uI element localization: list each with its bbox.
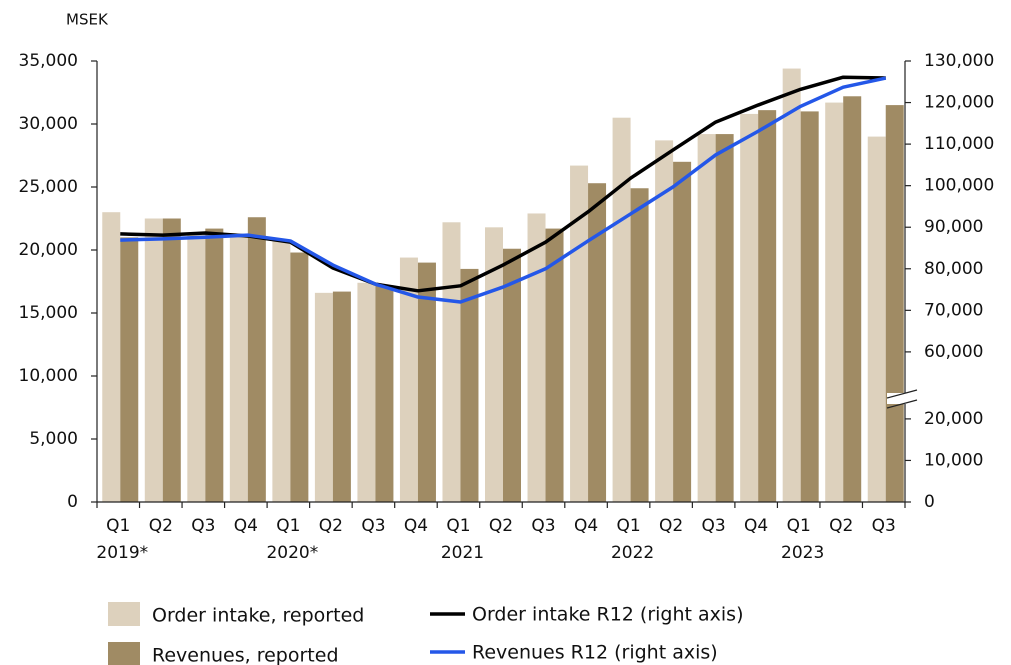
x-tick-label: Q3 [872,516,896,536]
x-tick-label: Q3 [191,516,215,536]
y2-tick-label: 90,000 [924,217,983,237]
bar [205,228,224,502]
x-group-label: 2019* [96,543,148,563]
bar [800,111,819,503]
bar [417,262,436,502]
bar [290,252,309,502]
x-tick-label: Q3 [361,516,385,536]
bar [102,212,121,502]
bar [399,257,418,502]
bar [162,218,181,502]
x-tick-label: Q2 [659,516,683,536]
bar [314,292,333,502]
bar [332,291,351,502]
bar [867,136,886,502]
x-tick-label: Q1 [616,516,640,536]
legend-swatch [108,602,140,626]
x-tick-label: Q3 [531,516,555,536]
x-tick-label: Q2 [489,516,513,536]
x-tick-label: Q2 [829,516,853,536]
y-tick-label: 5,000 [29,429,78,449]
bar [588,183,607,502]
x-group-label: 2022 [611,543,654,563]
y-tick-label: 10,000 [19,366,78,386]
x-tick-label: Q1 [787,516,811,536]
x-tick-label: Q4 [744,516,768,536]
x-tick-label: Q1 [276,516,300,536]
bar [272,239,291,503]
bar [442,222,461,502]
y2-tick-label: 130,000 [924,51,994,71]
x-tick-label: Q4 [234,516,258,536]
bar [247,217,266,503]
y-tick-label: 35,000 [19,51,78,71]
bar [120,237,139,502]
y2-tick-label: 120,000 [924,93,994,113]
bar [715,134,734,502]
bar [187,232,206,503]
y2-tick-label: 100,000 [924,176,994,196]
x-tick-label: Q2 [319,516,343,536]
bar [527,213,546,502]
bar [697,134,716,502]
y-tick-label: 15,000 [19,303,78,323]
y2-tick-label: 80,000 [924,259,983,279]
bar [782,68,801,502]
bar [144,218,163,502]
bar [229,234,248,502]
legend-label: Revenues, reported [152,645,339,665]
y2-tick-label: 110,000 [924,134,994,154]
line-series [120,76,887,304]
bar [740,113,759,503]
x-group-label: 2023 [781,543,824,563]
x-tick-label: Q1 [446,516,470,536]
bar [885,105,904,502]
y2-tick-label: 60,000 [924,342,983,362]
bar [357,282,376,502]
x-tick-label: Q1 [106,516,130,536]
axis-break-gap [887,393,917,404]
y-tick-label: 30,000 [19,114,78,134]
y2-tick-label: 0 [924,492,935,512]
bar [673,161,692,503]
y-tick-label: 20,000 [19,240,78,260]
x-tick-label: Q4 [404,516,428,536]
y-tick-label: 0 [67,492,78,512]
y2-tick-label: 70,000 [924,300,983,320]
bar [825,102,844,502]
unit-label: MSEK [66,11,109,29]
bar [758,110,777,502]
axis-break-mark [886,399,918,409]
bar [545,228,564,502]
x-group-label: 2021 [441,543,484,563]
legend-label: Order intake, reported [152,605,364,627]
bar [375,285,394,502]
bar [570,165,589,502]
x-tick-label: Q2 [149,516,173,536]
x-group-label: 2020* [266,543,318,563]
y-tick-label: 25,000 [19,177,78,197]
bar [460,268,479,502]
bar [843,96,862,502]
bar [612,117,631,502]
bar [503,248,521,502]
bar [630,188,649,502]
x-tick-label: Q3 [702,516,726,536]
legend-label: Order intake R12 (right axis) [472,604,744,626]
y2-tick-label: 20,000 [924,409,983,429]
bar [485,227,503,502]
bar [655,140,674,502]
axis-break-mark [886,389,918,399]
y2-tick-label: 10,000 [924,450,983,470]
legend-label: Revenues R12 (right axis) [472,642,718,664]
legend-swatch [108,642,140,665]
x-tick-label: Q4 [574,516,598,536]
